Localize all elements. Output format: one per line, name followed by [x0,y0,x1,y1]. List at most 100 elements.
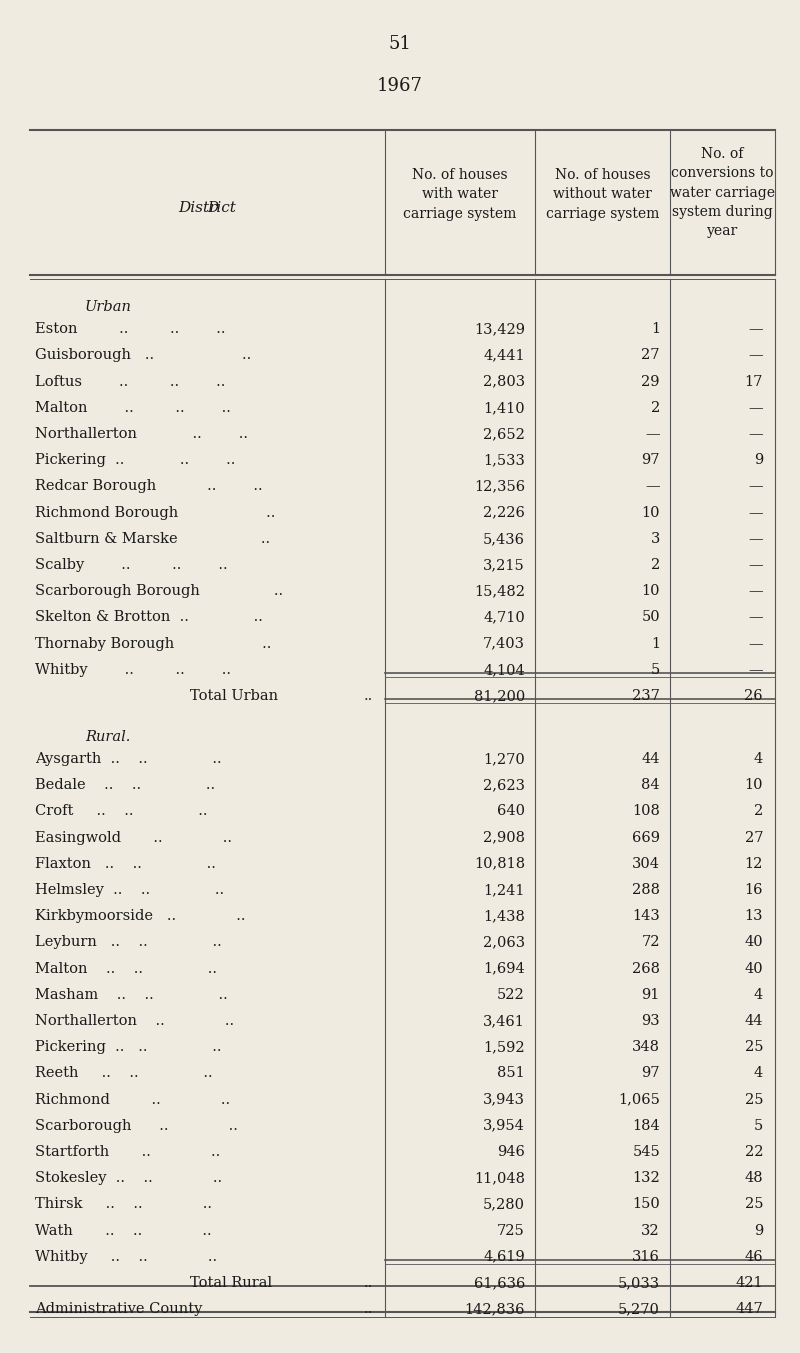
Text: 1: 1 [651,637,660,651]
Text: 3,461: 3,461 [483,1013,525,1028]
Text: 288: 288 [632,884,660,897]
Text: 2,652: 2,652 [483,428,525,441]
Text: No. of
conversions to
water carriage
system during
year: No. of conversions to water carriage sys… [670,146,775,238]
Text: 9: 9 [754,1223,763,1238]
Text: 2: 2 [650,557,660,572]
Text: —: — [748,584,763,598]
Text: 7,403: 7,403 [483,637,525,651]
Text: 97: 97 [642,453,660,467]
Text: 25: 25 [745,1197,763,1211]
Text: 522: 522 [498,988,525,1001]
Text: 1,592: 1,592 [483,1040,525,1054]
Text: Croft     ..    ..              ..: Croft .. .. .. [35,804,207,819]
Text: —: — [748,557,763,572]
Text: —: — [748,610,763,625]
Text: 142,836: 142,836 [465,1302,525,1316]
Text: Malton        ..         ..        ..: Malton .. .. .. [35,400,231,415]
Text: Total Urban: Total Urban [190,689,278,704]
Text: Saltburn & Marske                  ..: Saltburn & Marske .. [35,532,270,545]
Text: 40: 40 [744,935,763,950]
Text: 91: 91 [642,988,660,1001]
Text: 15,482: 15,482 [474,584,525,598]
Text: No. of houses
without water
carriage system: No. of houses without water carriage sys… [546,168,659,221]
Text: 725: 725 [498,1223,525,1238]
Text: Eston         ..         ..        ..: Eston .. .. .. [35,322,226,337]
Text: Scalby        ..         ..        ..: Scalby .. .. .. [35,557,228,572]
Text: 5: 5 [650,663,660,676]
Text: 1967: 1967 [377,77,423,95]
Text: 268: 268 [632,962,660,976]
Text: 4,441: 4,441 [483,349,525,363]
Text: Leyburn   ..    ..              ..: Leyburn .. .. .. [35,935,222,950]
Text: 316: 316 [632,1250,660,1264]
Text: Redcar Borough           ..        ..: Redcar Borough .. .. [35,479,262,494]
Text: Helmsley  ..    ..              ..: Helmsley .. .. .. [35,884,224,897]
Text: 4,710: 4,710 [483,610,525,625]
Text: 150: 150 [632,1197,660,1211]
Text: 108: 108 [632,804,660,819]
Text: 93: 93 [642,1013,660,1028]
Text: 1,694: 1,694 [483,962,525,976]
Text: 44: 44 [642,752,660,766]
Text: 97: 97 [642,1066,660,1080]
Text: 1,533: 1,533 [483,453,525,467]
Text: 5,033: 5,033 [618,1276,660,1289]
Text: 46: 46 [744,1250,763,1264]
Text: —: — [748,400,763,415]
Text: 669: 669 [632,831,660,844]
Text: Pickering  ..   ..              ..: Pickering .. .. .. [35,1040,222,1054]
Text: 50: 50 [642,610,660,625]
Text: Richmond Borough                   ..: Richmond Borough .. [35,506,275,520]
Text: 3,215: 3,215 [483,557,525,572]
Text: —: — [748,349,763,363]
Text: 1,065: 1,065 [618,1093,660,1107]
Text: —: — [748,532,763,545]
Text: 2: 2 [754,804,763,819]
Text: 72: 72 [642,935,660,950]
Text: 1,270: 1,270 [483,752,525,766]
Text: 13: 13 [745,909,763,923]
Text: 5: 5 [754,1119,763,1132]
Text: —: — [748,663,763,676]
Text: 84: 84 [642,778,660,792]
Text: 3,943: 3,943 [483,1093,525,1107]
Text: Northallerton    ..             ..: Northallerton .. .. [35,1013,234,1028]
Text: 48: 48 [744,1172,763,1185]
Text: Kirkbymoorside   ..             ..: Kirkbymoorside .. .. [35,909,246,923]
Text: 2,623: 2,623 [483,778,525,792]
Text: Wath       ..    ..             ..: Wath .. .. .. [35,1223,212,1238]
Text: Thirsk     ..    ..             ..: Thirsk .. .. .. [35,1197,212,1211]
Text: Loftus        ..         ..        ..: Loftus .. .. .. [35,375,226,388]
Text: 44: 44 [745,1013,763,1028]
Text: 51: 51 [389,35,411,53]
Text: Administrative County: Administrative County [35,1302,202,1316]
Text: 32: 32 [642,1223,660,1238]
Text: 4: 4 [754,988,763,1001]
Text: 61,636: 61,636 [474,1276,525,1289]
Text: —: — [748,428,763,441]
Text: —: — [646,428,660,441]
Text: 447: 447 [735,1302,763,1316]
Text: 5,436: 5,436 [483,532,525,545]
Text: 3,954: 3,954 [483,1119,525,1132]
Text: Whitby        ..         ..        ..: Whitby .. .. .. [35,663,231,676]
Text: 16: 16 [745,884,763,897]
Text: ..: .. [364,689,373,704]
Text: 22: 22 [745,1145,763,1160]
Text: Startforth       ..             ..: Startforth .. .. [35,1145,220,1160]
Text: 2,908: 2,908 [483,831,525,844]
Text: Scarborough      ..             ..: Scarborough .. .. [35,1119,238,1132]
Text: 3: 3 [650,532,660,545]
Text: 81,200: 81,200 [474,689,525,704]
Text: 5,280: 5,280 [483,1197,525,1211]
Text: 184: 184 [632,1119,660,1132]
Text: —: — [748,637,763,651]
Text: ..: .. [364,1302,373,1316]
Text: Bedale    ..    ..              ..: Bedale .. .. .. [35,778,215,792]
Text: 27: 27 [642,349,660,363]
Text: 26: 26 [744,689,763,704]
Text: Scarborough Borough                ..: Scarborough Borough .. [35,584,283,598]
Text: Aysgarth  ..    ..              ..: Aysgarth .. .. .. [35,752,222,766]
Text: —: — [748,322,763,337]
Text: 10: 10 [745,778,763,792]
